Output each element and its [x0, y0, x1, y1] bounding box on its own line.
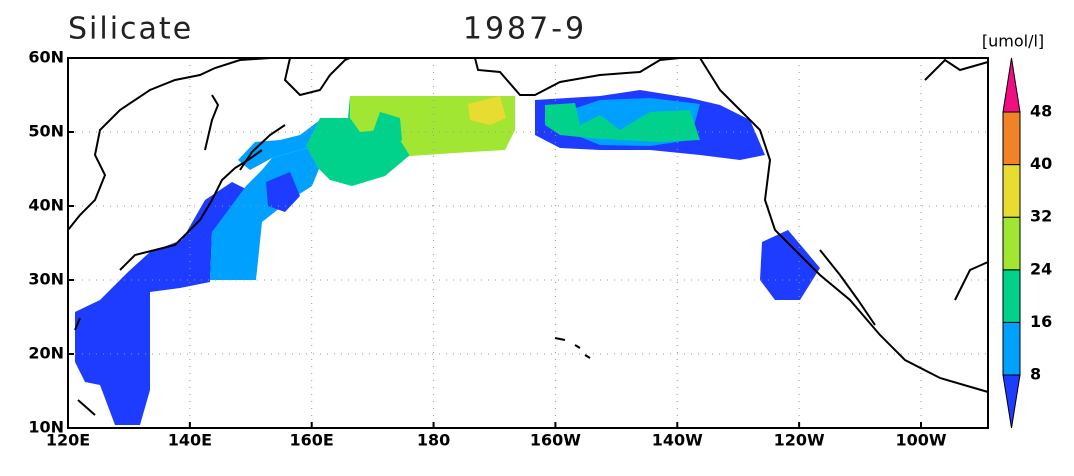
y-tick-label: 30N: [28, 270, 64, 289]
colorbar-label: 24: [1030, 259, 1052, 278]
x-tick-label: 100W: [895, 431, 946, 450]
colorbar-segment: [1002, 111, 1021, 166]
x-tick-label: 180: [417, 431, 450, 450]
x-tick-label: 160E: [290, 431, 334, 450]
x-tick-label: 120E: [46, 431, 90, 450]
colorbar-label: 32: [1030, 207, 1052, 226]
unit-label: [umol/l]: [982, 32, 1044, 51]
y-tick-label: 40N: [28, 196, 64, 215]
y-tick-label: 60N: [28, 48, 64, 67]
colorbar-low: [1002, 374, 1021, 429]
colorbar-label: 48: [1030, 102, 1052, 121]
date: 1987-9: [463, 12, 587, 47]
colorbar-segment: [1002, 216, 1021, 271]
title: Silicate: [68, 12, 193, 47]
colorbar-segment: [1002, 164, 1021, 218]
y-tick-label: 50N: [28, 122, 64, 141]
x-tick-label: 140E: [168, 431, 212, 450]
colorbar-segment: [1002, 269, 1021, 323]
y-tick-label: 10N: [28, 418, 64, 437]
x-tick-label: 140W: [652, 431, 703, 450]
colorbar-label: 40: [1030, 154, 1052, 173]
colorbar-segment: [1002, 321, 1021, 376]
coastlines: [67, 57, 989, 416]
x-tick-label: 160W: [530, 431, 581, 450]
colorbar-label: 8: [1030, 365, 1041, 384]
colorbar-high: [1002, 57, 1021, 113]
silicate-field: [75, 90, 820, 425]
colorbar-label: 16: [1030, 312, 1052, 331]
x-tick-label: 120W: [774, 431, 825, 450]
plot-frame: [67, 57, 989, 429]
y-tick-label: 20N: [28, 344, 64, 363]
